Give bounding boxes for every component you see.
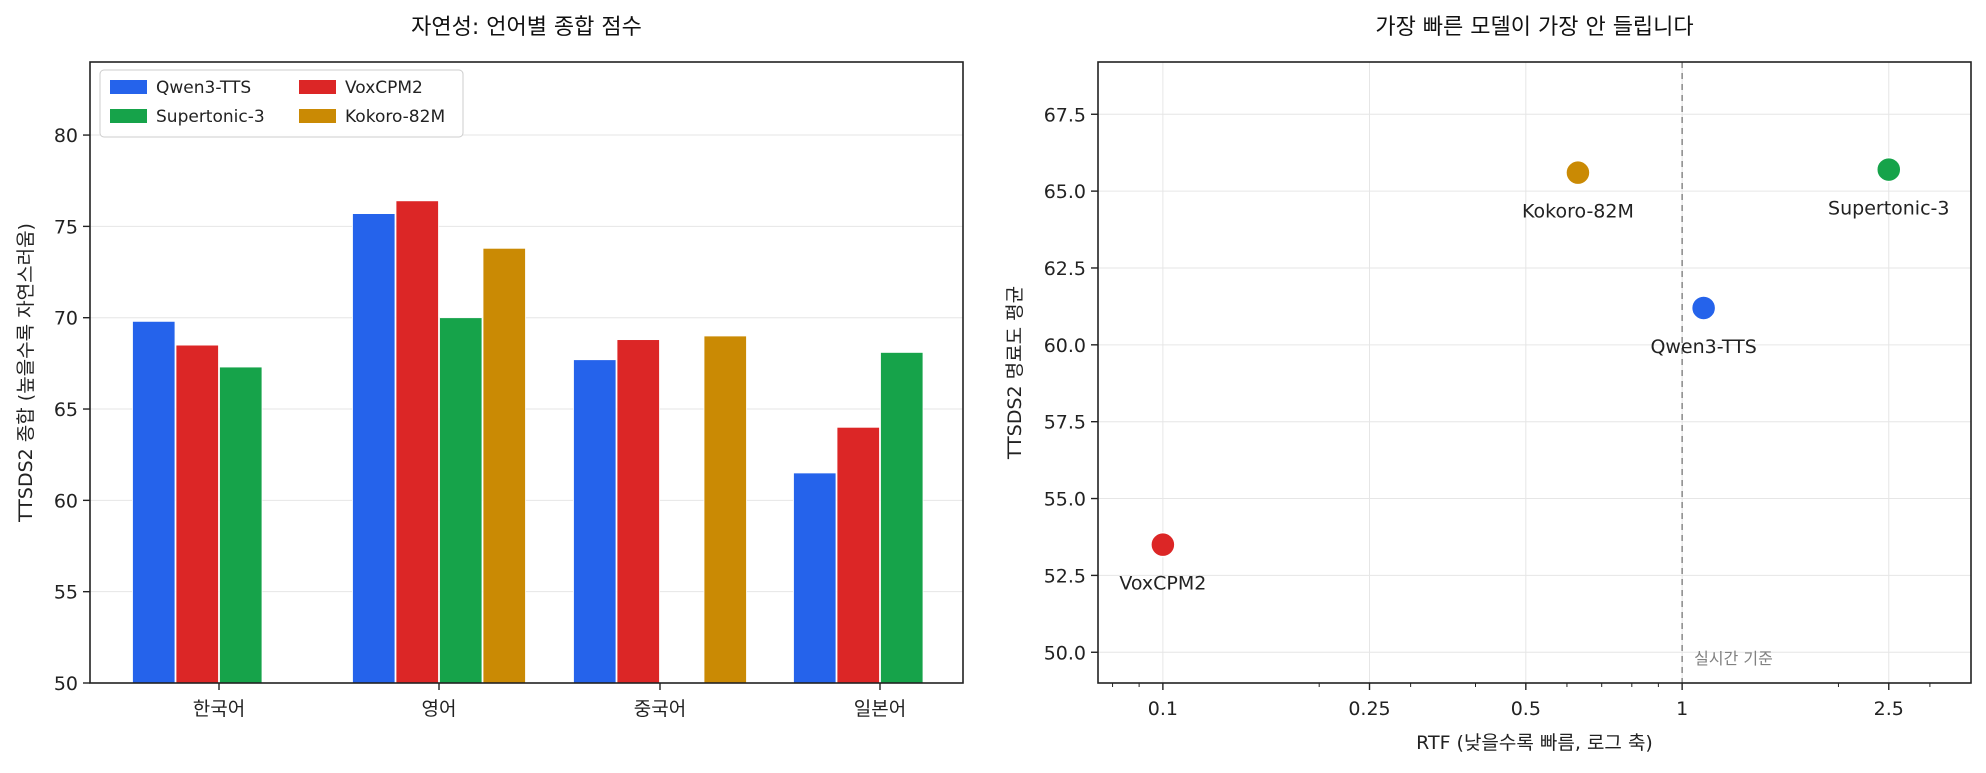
legend-swatch [110, 109, 147, 123]
bar [439, 317, 483, 684]
scatter-chart-y-tick-label: 65.0 [1044, 181, 1086, 203]
scatter-chart-x-axis-label: RTF (낮을수록 빠름, 로그 축) [1416, 732, 1653, 754]
bar-chart-y-tick-label: 75 [54, 216, 78, 238]
bar [482, 247, 526, 684]
bar-chart-plot-frame [89, 61, 964, 684]
scatter-chart-y-tick-label: 67.5 [1044, 104, 1086, 126]
bar-chart-x-tick-label: 일본어 [854, 698, 906, 720]
bar-chart-x-tick-label: 중국어 [634, 698, 686, 720]
scatter-point-label: VoxCPM2 [1119, 573, 1206, 595]
legend-swatch [299, 80, 336, 94]
bar [616, 339, 660, 684]
bar [793, 472, 837, 684]
scatter-point-label: Supertonic-3 [1828, 198, 1949, 220]
scatter-chart-plot-frame [1097, 61, 1972, 684]
bar-chart-y-tick-label: 60 [54, 490, 78, 512]
scatter-chart-y-tick-label: 55.0 [1044, 489, 1086, 511]
scatter-chart-y-tick-label: 57.5 [1044, 412, 1086, 434]
scatter-chart-x-tick-label: 2.5 [1874, 698, 1904, 720]
realtime-reference-label: 실시간 기준 [1694, 649, 1773, 668]
bar-chart-y-tick-label: 70 [54, 308, 78, 330]
legend-box [99, 69, 464, 138]
scatter-chart-x-tick-label: 0.1 [1148, 698, 1178, 720]
bar-chart-x-ticks: 한국어 영어 중국어 일본어 [193, 683, 906, 720]
scatter-point-label: Qwen3-TTS [1650, 336, 1756, 358]
bar [175, 344, 219, 684]
scatter-chart-y-tick-label: 52.5 [1044, 565, 1086, 587]
scatter-chart-y-tick-label: 50.0 [1044, 642, 1086, 664]
bar [352, 213, 396, 684]
bar [703, 335, 747, 684]
bar-chart-legend: Qwen3-TTS VoxCPM2 Supertonic-3 Kokoro-82M [99, 69, 464, 138]
scatter-point-label: Kokoro-82M [1522, 201, 1634, 223]
bar [395, 200, 439, 684]
bar-chart-bars [132, 200, 924, 684]
bar-chart-y-ticks: 50 55 60 65 70 75 80 [54, 125, 90, 695]
scatter-chart-y-tick-label: 62.5 [1044, 258, 1086, 280]
legend-label: Supertonic-3 [156, 107, 265, 127]
scatter-chart: 가장 빠른 모델이 가장 안 들립니다 실시간 기준 VoxCPM2 Kokoro… [1004, 15, 1972, 754]
scatter-point [1150, 531, 1176, 558]
bar-chart-y-tick-label: 65 [54, 399, 78, 421]
legend-swatch [110, 80, 147, 94]
legend-label: VoxCPM2 [345, 78, 423, 98]
bar [573, 359, 617, 684]
legend-swatch [299, 109, 336, 123]
bar-chart-y-tick-label: 50 [54, 673, 78, 695]
scatter-chart-y-ticks: 50.0 52.5 55.0 57.5 60.0 62.5 65.0 67.5 [1044, 104, 1098, 664]
bar [880, 352, 924, 684]
bar-chart-y-tick-label: 55 [54, 582, 78, 604]
bar-chart-y-tick-label: 80 [54, 125, 78, 147]
scatter-chart-x-tick-label: 1 [1676, 698, 1688, 720]
scatter-point [1876, 156, 1902, 183]
bar-chart-x-tick-label: 영어 [422, 698, 457, 720]
bar-chart-title: 자연성: 언어별 종합 점수 [411, 15, 642, 40]
scatter-chart-points: VoxCPM2 Kokoro-82M Qwen3-TTS Supertonic-3 [1119, 156, 1949, 595]
scatter-chart-x-tick-label: 0.5 [1511, 698, 1541, 720]
legend-label: Kokoro-82M [345, 107, 445, 127]
bar-chart-y-axis-label: TTSDS2 종합 (높을수록 자연스러움) [15, 223, 37, 523]
scatter-chart-gridlines [1098, 62, 1971, 683]
scatter-chart-x-tick-label: 0.25 [1348, 698, 1390, 720]
legend-label: Qwen3-TTS [156, 78, 251, 98]
scatter-chart-y-tick-label: 60.0 [1044, 335, 1086, 357]
bar-chart: 자연성: 언어별 종합 점수 50 55 60 65 70 75 80 한국어 영어 중국어 일본… [15, 15, 964, 720]
bar [132, 320, 176, 684]
bar [219, 366, 263, 684]
scatter-point [1690, 295, 1717, 321]
bar [836, 426, 880, 684]
scatter-chart-x-ticks: 0.1 0.25 0.5 1 2.5 [1112, 683, 1931, 720]
scatter-chart-title: 가장 빠른 모델이 가장 안 들립니다 [1375, 15, 1693, 40]
scatter-chart-y-axis-label: TTSDS2 명료도 평균 [1004, 286, 1026, 460]
bar-chart-x-tick-label: 한국어 [193, 698, 245, 720]
scatter-point [1565, 159, 1591, 186]
